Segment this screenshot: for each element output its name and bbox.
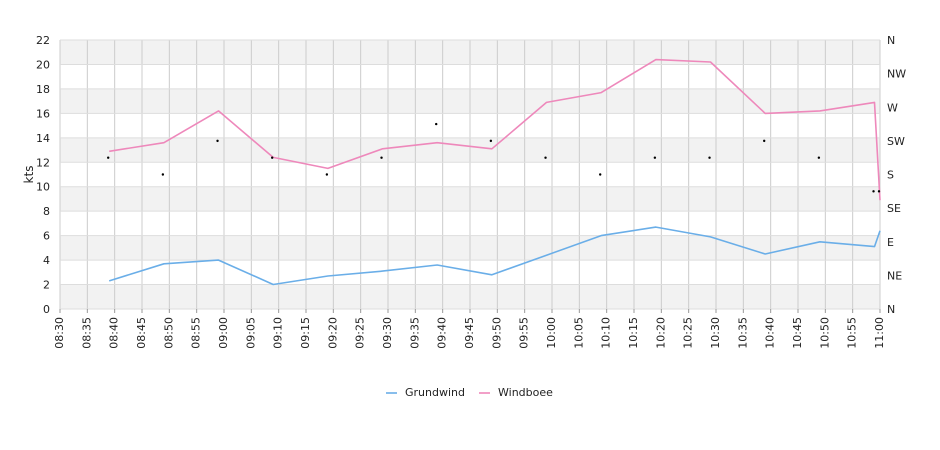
x-tick-label: 10:05 xyxy=(572,317,585,349)
direction-point xyxy=(271,156,274,159)
x-tick-label: 11:00 xyxy=(873,317,886,349)
direction-point xyxy=(380,156,383,159)
direction-point xyxy=(435,122,438,126)
y-axis-title: kts xyxy=(22,166,36,184)
series-lines xyxy=(108,58,881,286)
series-line-windboee xyxy=(109,58,881,201)
y2-tick-label: E xyxy=(887,236,894,249)
x-tick-label: 10:25 xyxy=(682,317,695,349)
y-tick-label: 10 xyxy=(36,181,50,194)
y-tick-label: 12 xyxy=(36,156,50,169)
direction-point xyxy=(216,139,219,143)
x-tick-label: 09:05 xyxy=(244,317,257,349)
x-tick-label: 09:10 xyxy=(272,317,285,349)
y-tick-label: 22 xyxy=(36,34,50,47)
x-tick-label: 10:15 xyxy=(627,317,640,349)
y2-tick-label: NW xyxy=(887,68,906,81)
x-tick-label: 08:30 xyxy=(53,317,66,349)
direction-point xyxy=(763,139,766,143)
x-tick-label: 09:00 xyxy=(217,317,230,349)
x-tick-label: 10:50 xyxy=(818,317,831,349)
y2-tick-label: SE xyxy=(887,202,901,215)
x-tick-label: 10:55 xyxy=(846,317,859,349)
y-tick-label: 8 xyxy=(43,205,50,218)
y2-tick-label: NE xyxy=(887,269,902,282)
x-tick-label: 09:30 xyxy=(381,317,394,349)
x-tick-label: 10:30 xyxy=(709,317,722,349)
y2-tick-label: S xyxy=(887,169,894,182)
direction-points xyxy=(107,122,881,193)
y-tick-label: 14 xyxy=(36,132,50,145)
direction-point xyxy=(107,156,110,159)
y2-tick-label: W xyxy=(887,101,898,114)
direction-point xyxy=(872,190,875,193)
y-tick-label: 20 xyxy=(36,58,50,71)
x-tick-label: 09:50 xyxy=(490,317,503,349)
direction-point xyxy=(325,173,329,176)
x-tick-label: 10:40 xyxy=(764,317,777,349)
y-tick-label: 6 xyxy=(43,230,50,243)
series-line-grundwind xyxy=(108,226,881,286)
direction-point xyxy=(489,139,493,143)
y2-tick-label: N xyxy=(887,303,895,316)
x-tick-label: 09:45 xyxy=(463,317,476,349)
x-tick-label: 08:45 xyxy=(135,317,148,349)
x-tick-label: 10:00 xyxy=(545,317,558,349)
y-tick-label: 2 xyxy=(43,279,50,292)
x-tick-label: 09:40 xyxy=(436,317,449,349)
y-tick-label: 16 xyxy=(36,107,50,120)
y-tick-label: 18 xyxy=(36,83,50,96)
x-axis-ticks: 08:30 08:35 08:40 08:45 08:50 08:55 09:00 09:05… xyxy=(53,309,886,349)
x-tick-label: 10:10 xyxy=(600,317,613,349)
x-tick-label: 10:35 xyxy=(736,317,749,349)
legend-label: Windboee xyxy=(498,386,553,399)
y-axis-ticks: 0 2 4 6 8 10 12 14 16 18 20 22 xyxy=(36,34,50,316)
x-tick-label: 10:20 xyxy=(654,317,667,349)
x-tick-label: 09:15 xyxy=(299,317,312,349)
x-tick-label: 09:20 xyxy=(326,317,339,349)
direction-point xyxy=(877,190,881,193)
x-tick-label: 08:50 xyxy=(162,317,175,349)
legend: Grundwind Windboee xyxy=(386,386,553,399)
y2-tick-label: N xyxy=(887,34,895,47)
x-tick-label: 09:35 xyxy=(408,317,421,349)
y-tick-label: 0 xyxy=(43,303,50,316)
direction-point xyxy=(653,156,657,159)
y-tick-label: 4 xyxy=(43,254,50,267)
direction-point xyxy=(161,173,165,176)
direction-point xyxy=(544,156,547,159)
x-tick-label: 08:40 xyxy=(108,317,121,349)
x-tick-label: 09:55 xyxy=(518,317,531,349)
x-tick-label: 08:35 xyxy=(80,317,93,349)
x-tick-label: 08:55 xyxy=(190,317,203,349)
legend-label: Grundwind xyxy=(405,386,465,399)
y2-axis-ticks: N NE E SE S SW W NW N xyxy=(887,34,906,316)
direction-point xyxy=(708,156,711,159)
y2-tick-label: SW xyxy=(887,135,905,148)
x-tick-label: 10:45 xyxy=(791,317,804,349)
x-tick-label: 09:25 xyxy=(354,317,367,349)
direction-point xyxy=(599,173,602,176)
direction-point xyxy=(817,156,821,159)
